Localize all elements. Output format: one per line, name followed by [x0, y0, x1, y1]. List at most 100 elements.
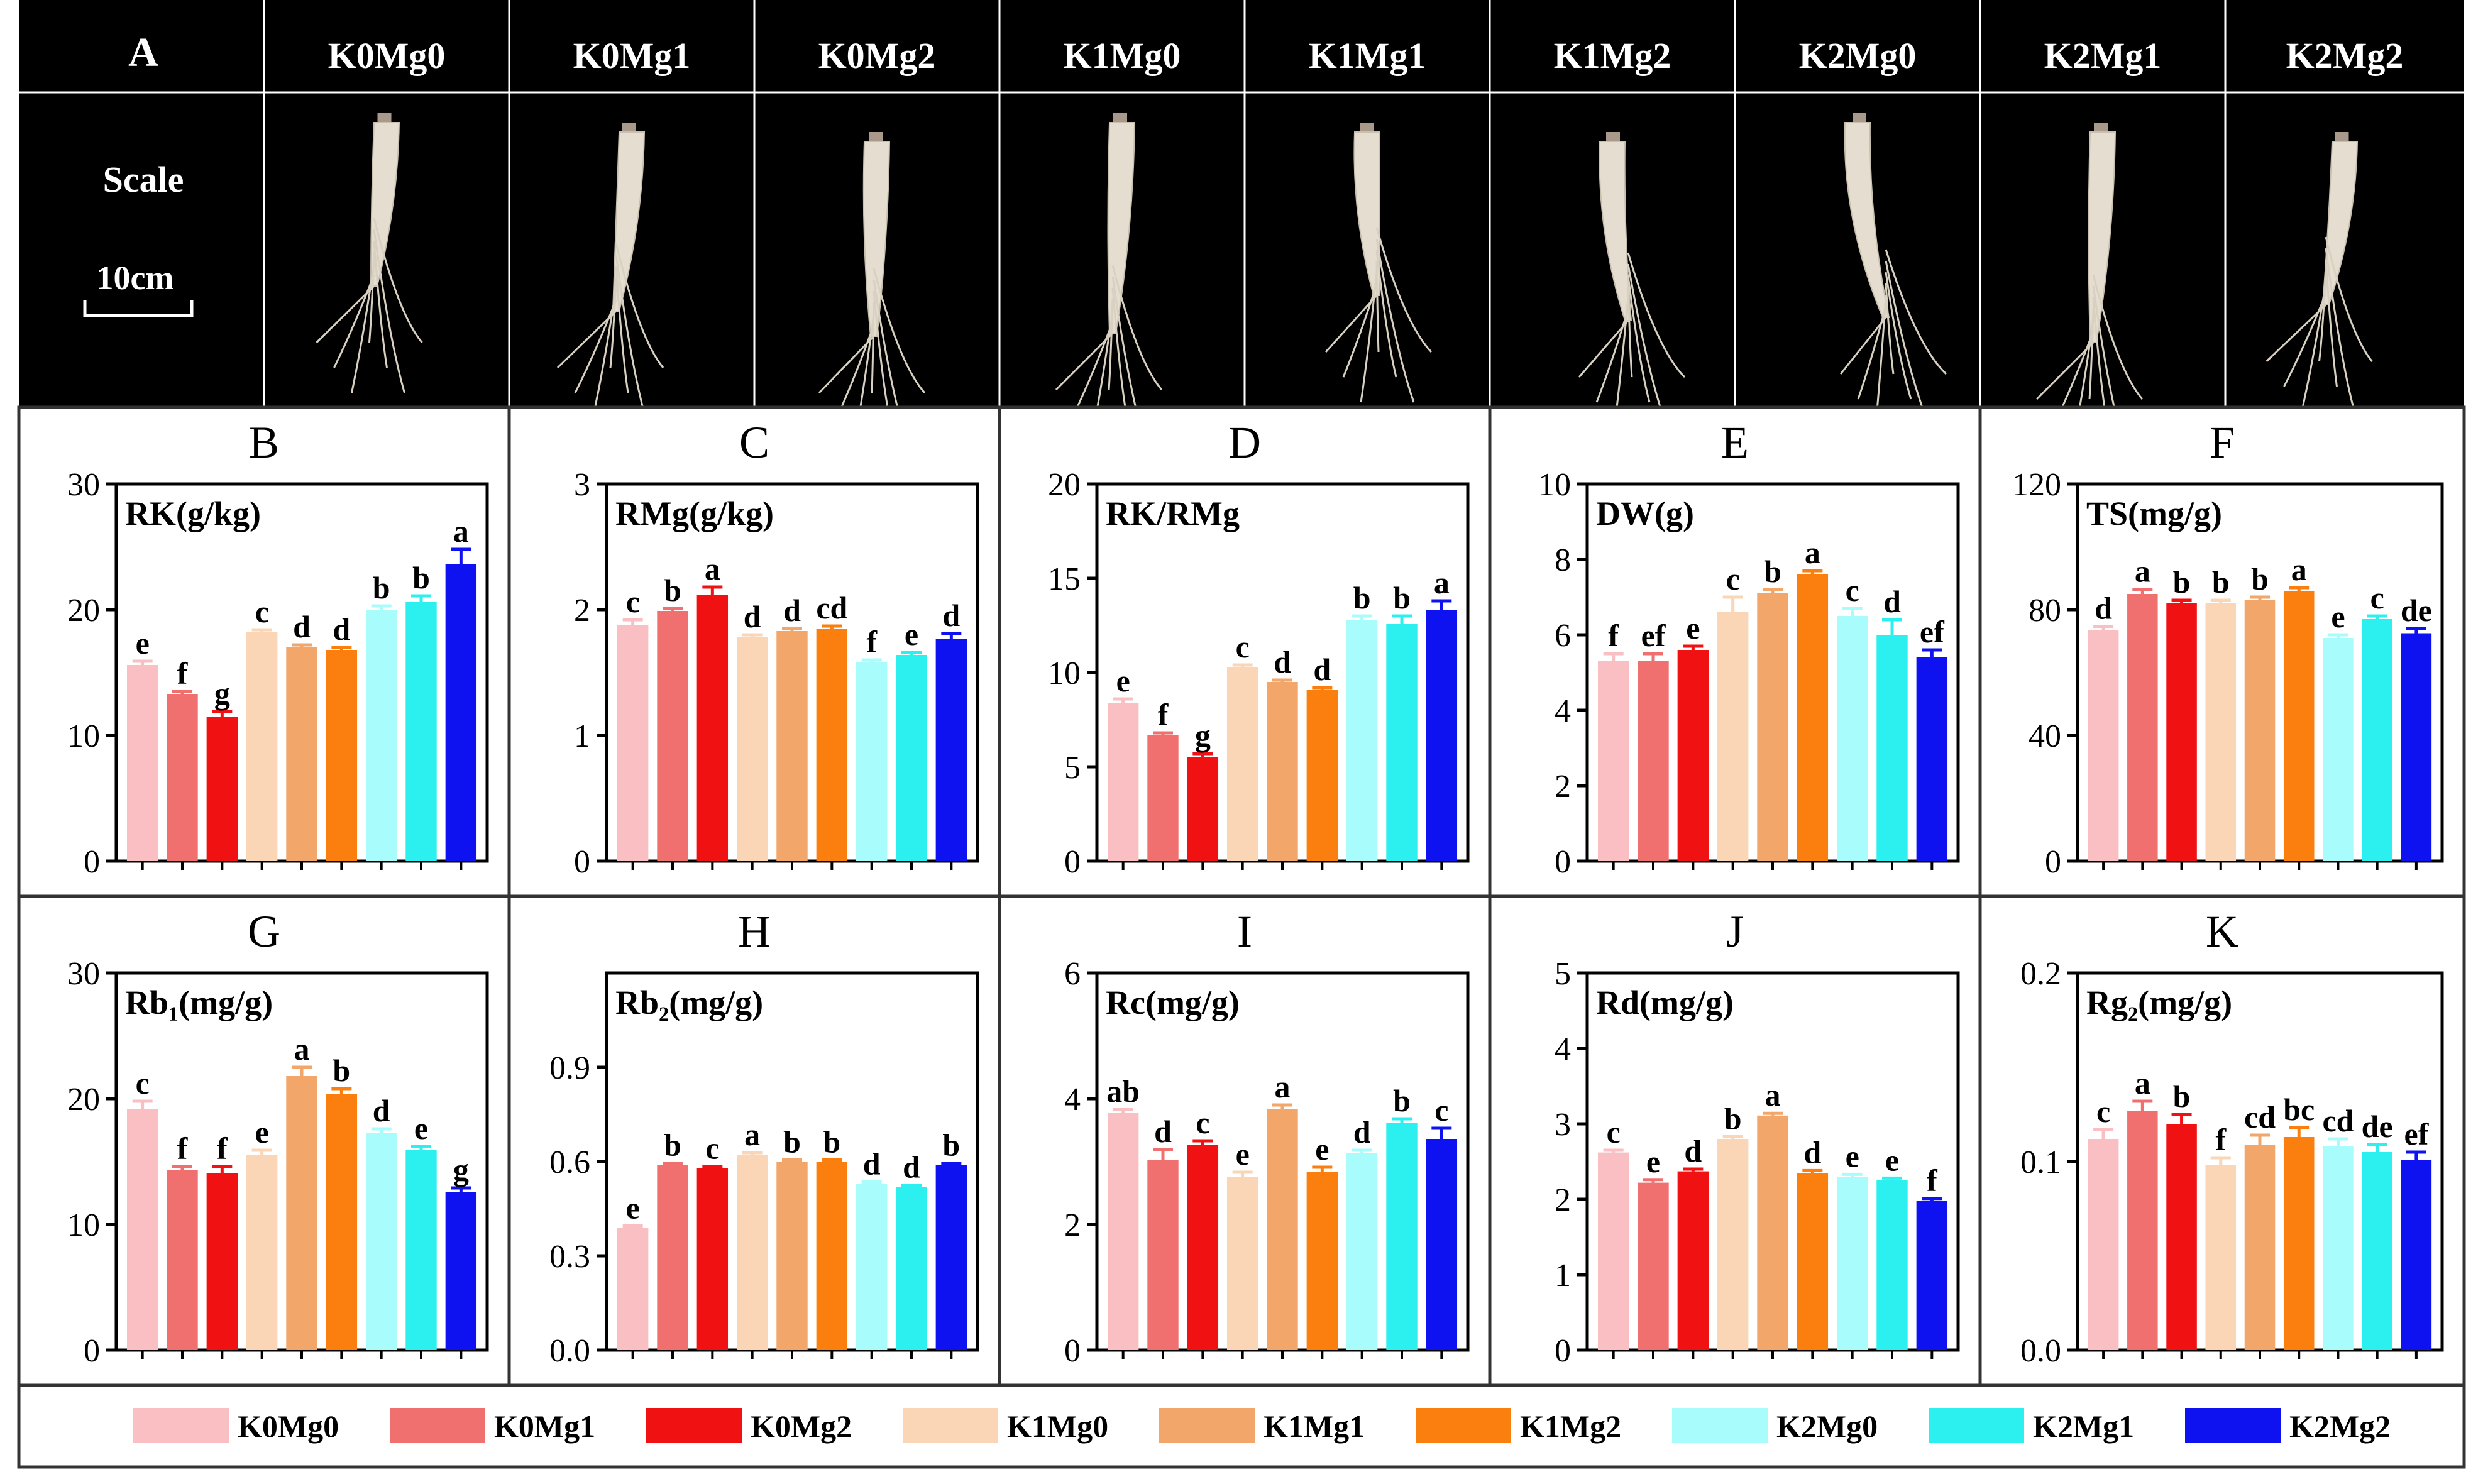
bar-k2mg2 [1916, 1201, 1948, 1350]
bar-k2mg0 [365, 1133, 397, 1350]
root-hair [615, 254, 647, 419]
bar-k2mg1 [405, 1150, 437, 1350]
significance-letter: e [1646, 1144, 1660, 1179]
significance-letter: e [255, 1114, 269, 1150]
y-tick-label: 6 [1555, 618, 1571, 654]
y-tick-label: 0.0 [2020, 1333, 2061, 1369]
root-body [862, 141, 891, 337]
y-tick-label: 0 [1064, 844, 1081, 880]
significance-letter: f [2215, 1122, 2227, 1157]
panel-label: B [249, 417, 279, 468]
legend-swatch-k2mg2 [2185, 1408, 2281, 1443]
root-hair [2325, 248, 2355, 412]
y-tick-label: 10 [67, 718, 100, 754]
bar-k1mg2 [2283, 591, 2315, 861]
y-tick-label: 0.0 [549, 1333, 590, 1369]
y-tick-label: 4 [1064, 1082, 1081, 1118]
y-tick-label: 0.6 [549, 1145, 590, 1180]
bar-k1mg2 [816, 1162, 848, 1350]
chart-title: RK(g/kg) [125, 495, 261, 532]
chart-title: Rb₂(mg/g) [615, 984, 763, 1021]
bar-k0mg2 [1677, 650, 1709, 861]
bar-k0mg1 [167, 1170, 198, 1350]
bar-k1mg1 [2244, 1145, 2276, 1350]
bar-k0mg2 [206, 717, 238, 861]
legend-label: K2Mg1 [2033, 1409, 2134, 1444]
significance-letter: c [255, 594, 269, 629]
significance-letter: b [2212, 564, 2230, 600]
bar-k0mg1 [1147, 1160, 1179, 1350]
bar-k1mg1 [1267, 682, 1298, 861]
bar-k1mg2 [1797, 1173, 1829, 1350]
significance-letter: e [414, 1111, 428, 1146]
significance-letter: b [664, 573, 681, 608]
y-tick-label: 1 [574, 718, 590, 754]
bar-k1mg0 [736, 637, 768, 861]
bar-k0mg2 [2166, 603, 2197, 861]
root-hair [351, 263, 375, 393]
bar-k2mg0 [856, 662, 888, 861]
significance-letter: b [783, 1124, 801, 1160]
y-tick-label: 120 [2012, 467, 2061, 503]
y-tick-label: 20 [67, 593, 100, 629]
root-hair [615, 243, 664, 368]
bar-k1mg2 [816, 629, 848, 861]
root-hair [615, 265, 629, 393]
y-tick-label: 10 [1538, 467, 1571, 503]
significance-letter: c [1236, 629, 1250, 664]
significance-letter: e [1236, 1136, 1250, 1172]
root-hair [1857, 305, 1887, 400]
significance-letter: c [1846, 573, 1859, 608]
root-hair [373, 229, 405, 393]
chart-title: RK/RMg [1106, 495, 1240, 532]
root-photo [556, 123, 664, 419]
panel-label: E [1721, 417, 1749, 468]
bar-k2mg1 [1386, 624, 1418, 861]
root-hair [2283, 293, 2327, 387]
significance-letter: d [942, 598, 960, 633]
root-hair [1375, 261, 1380, 353]
chart-title: TS(mg/g) [2086, 495, 2222, 532]
bar-k1mg1 [286, 647, 317, 861]
panel-a-photo-grid: A Scale 10cm K0Mg0 K0Mg1 K0Mg2 K1Mg0 K1Mg1 K1… [19, 0, 2464, 450]
panel-label: G [248, 906, 280, 957]
bar-k0mg1 [657, 611, 688, 861]
bar-k0mg2 [2166, 1124, 2197, 1350]
root-hair [574, 299, 617, 393]
bar-k2mg1 [1386, 1123, 1418, 1350]
significance-letter: b [2173, 1079, 2191, 1114]
scale-label: Scale [103, 159, 184, 200]
significance-letter: b [823, 1124, 840, 1160]
significance-letter: cd [816, 590, 847, 625]
significance-letter: c [1726, 561, 1740, 596]
y-tick-label: 0 [1555, 844, 1571, 880]
bar-k1mg2 [326, 1094, 358, 1350]
y-tick-label: 40 [2029, 718, 2061, 754]
significance-letter: a [1434, 565, 1450, 600]
root-photo [2266, 132, 2373, 412]
root-hair [1342, 283, 1378, 378]
significance-letter: cd [2322, 1103, 2354, 1138]
legend-label: K0Mg0 [238, 1409, 339, 1444]
significance-letter: a [453, 514, 469, 549]
y-tick-label: 0.3 [549, 1239, 590, 1275]
bar-k0mg1 [1147, 735, 1179, 861]
bar-k0mg2 [696, 1168, 729, 1350]
significance-letter: a [744, 1117, 760, 1152]
legend: K0Mg0 K0Mg1 K0Mg2 K1Mg0 K1Mg1 K1Mg2 K2Mg0 K2Mg1… [17, 1383, 2466, 1469]
significance-letter: d [783, 593, 801, 628]
bar-k1mg0 [246, 632, 278, 861]
significance-letter: d [1154, 1114, 1172, 1149]
significance-letter: b [1764, 554, 1781, 589]
bar-k2mg1 [405, 602, 437, 861]
significance-letter: g [453, 1152, 469, 1187]
bar-k1mg1 [2244, 600, 2276, 861]
y-tick-label: 0.2 [2020, 956, 2061, 992]
root-photo [316, 113, 423, 393]
root-hair [373, 217, 423, 343]
y-tick-label: 0 [574, 844, 590, 880]
root-hair [871, 302, 875, 393]
significance-letter: f [1927, 1163, 1938, 1198]
